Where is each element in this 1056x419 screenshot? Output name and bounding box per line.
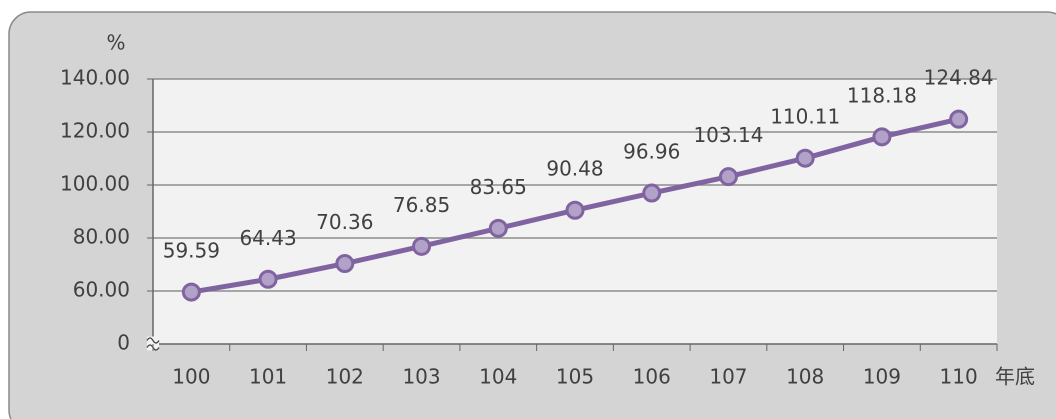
data-label: 83.65 (470, 175, 527, 199)
x-tick-label: 101 (249, 365, 287, 389)
data-label: 59.59 (163, 239, 220, 263)
marker (181, 282, 201, 302)
marker (949, 109, 969, 129)
marker (335, 254, 355, 274)
x-tick-label: 105 (556, 365, 594, 389)
data-label: 96.96 (623, 140, 680, 164)
data-label: 124.84 (924, 66, 994, 90)
marker (718, 167, 738, 187)
data-label: 76.85 (393, 193, 450, 217)
axis-break-gap (147, 336, 159, 351)
data-label: 64.43 (239, 226, 296, 250)
y-tick-label: 0 (117, 331, 130, 355)
y-axis-label: % (106, 31, 125, 55)
marker (412, 236, 432, 256)
y-tick-label: 100.00 (60, 172, 130, 196)
marker (565, 200, 585, 220)
data-label: 110.11 (770, 105, 840, 129)
x-tick-label: 106 (633, 365, 671, 389)
y-tick-label: 80.00 (73, 225, 130, 249)
data-label: 118.18 (847, 83, 917, 107)
marker (488, 218, 508, 238)
data-label: 70.36 (316, 210, 373, 234)
x-tick-label: 108 (786, 365, 824, 389)
x-axis-label: 年底 (995, 365, 1035, 389)
y-tick-label: 140.00 (60, 66, 130, 90)
x-tick-label: 102 (326, 365, 364, 389)
data-label: 103.14 (693, 123, 763, 147)
y-tick-label: 120.00 (60, 119, 130, 143)
x-tick-label: 110 (940, 365, 978, 389)
data-label: 90.48 (546, 157, 603, 181)
marker (795, 148, 815, 168)
x-tick-label: 107 (709, 365, 747, 389)
marker (642, 183, 662, 203)
marker (258, 269, 278, 289)
x-tick-label: 103 (402, 365, 440, 389)
x-tick-label: 100 (172, 365, 210, 389)
marker (872, 127, 892, 147)
x-tick-label: 104 (479, 365, 517, 389)
x-tick-label: 109 (863, 365, 901, 389)
y-tick-label: 60.00 (73, 278, 130, 302)
